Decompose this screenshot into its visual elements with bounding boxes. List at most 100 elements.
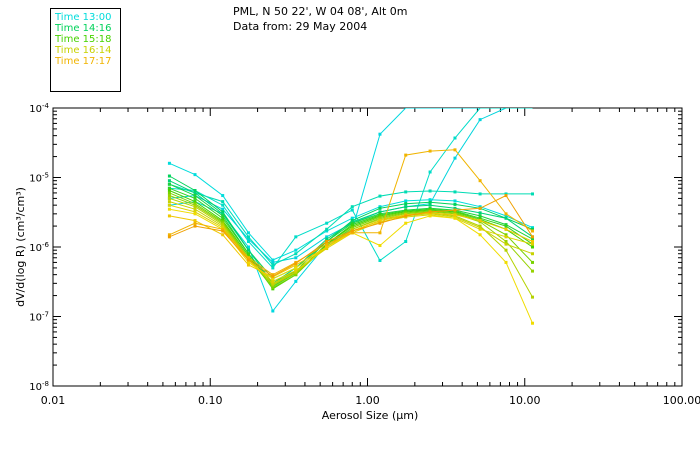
data-point <box>221 227 225 231</box>
y-tick-label: 10-8 <box>29 380 49 393</box>
data-point <box>246 248 250 252</box>
data-point <box>404 190 408 194</box>
data-point <box>221 229 225 233</box>
data-point <box>478 214 482 218</box>
data-point <box>350 216 354 220</box>
data-point <box>246 245 250 249</box>
data-point <box>478 211 482 215</box>
data-point <box>453 199 457 203</box>
data-point <box>530 295 534 299</box>
data-point <box>167 200 171 204</box>
data-point <box>325 221 329 225</box>
series-1730 <box>167 194 534 278</box>
data-point <box>246 237 250 241</box>
data-point <box>271 281 275 285</box>
data-point <box>504 216 508 220</box>
data-point <box>504 235 508 239</box>
data-point <box>221 200 225 204</box>
data-point <box>530 252 534 256</box>
data-point <box>221 212 225 216</box>
data-point <box>325 242 329 246</box>
data-point <box>271 273 275 277</box>
data-point <box>478 205 482 209</box>
data-point <box>428 198 432 202</box>
axis-ticks <box>52 108 682 387</box>
data-point <box>350 208 354 212</box>
data-point <box>378 205 382 209</box>
y-tick-label: 10-5 <box>29 172 49 185</box>
data-point <box>404 239 408 243</box>
data-point <box>350 229 354 233</box>
data-point <box>193 224 197 228</box>
legend: Time 13:00 Time 14:16 Time 15:18 Time 16… <box>50 8 121 92</box>
data-point <box>478 219 482 223</box>
data-point <box>378 210 382 214</box>
data-point <box>246 254 250 258</box>
data-point <box>478 206 482 210</box>
series-line <box>169 108 533 263</box>
data-point <box>167 191 171 195</box>
data-point <box>193 203 197 207</box>
data-point <box>193 196 197 200</box>
data-point <box>167 233 171 237</box>
data-point <box>167 194 171 198</box>
data-point <box>530 235 534 239</box>
data-point <box>378 258 382 262</box>
plot-frame <box>52 107 683 387</box>
tick-labels: 0.01 0.10 1.00 10.00 100.00 10-4 10-5 10-6 10-7 1… <box>29 102 700 407</box>
y-tick-label: 10-6 <box>29 241 49 254</box>
data-point <box>246 263 250 267</box>
data-point <box>350 224 354 228</box>
data-point <box>504 239 508 243</box>
data-point <box>246 231 250 235</box>
data-point <box>478 224 482 228</box>
data-point <box>193 212 197 216</box>
data-point <box>504 233 508 237</box>
data-point <box>325 229 329 233</box>
data-point <box>294 248 298 252</box>
data-point <box>167 214 171 218</box>
data-point <box>530 239 534 243</box>
data-point <box>294 261 298 265</box>
data-point <box>167 189 171 193</box>
data-point <box>404 202 408 206</box>
data-point <box>530 242 534 246</box>
data-point <box>193 191 197 195</box>
data-point <box>350 205 354 209</box>
data-point <box>378 219 382 223</box>
data-point <box>167 235 171 239</box>
data-point <box>504 214 508 218</box>
data-point <box>221 233 225 237</box>
data-point <box>478 179 482 183</box>
series-1345 <box>167 108 533 270</box>
data-point <box>504 260 508 264</box>
data-point <box>325 247 329 251</box>
data-point <box>428 210 432 214</box>
data-point <box>378 194 382 198</box>
data-point <box>193 207 197 211</box>
legend-item-5: Time 17:17 <box>55 56 112 67</box>
data-point <box>193 189 197 193</box>
data-point <box>325 227 329 231</box>
data-point <box>271 258 275 262</box>
series-line <box>169 108 533 269</box>
data-point <box>504 212 508 216</box>
data-point <box>271 274 275 278</box>
data-point <box>271 309 275 313</box>
data-point <box>246 256 250 260</box>
data-point <box>378 244 382 248</box>
data-point <box>350 226 354 230</box>
data-point <box>478 227 482 231</box>
data-point <box>453 213 457 217</box>
x-tick-label: 0.01 <box>41 394 66 407</box>
legend-item-2: Time 14:16 <box>55 23 112 34</box>
data-point <box>453 202 457 206</box>
data-point <box>378 206 382 210</box>
data-point <box>530 227 534 231</box>
x-tick-label: 10.00 <box>509 394 541 407</box>
data-point <box>325 237 329 241</box>
data-point <box>271 286 275 290</box>
data-point <box>504 248 508 252</box>
legend-item-3: Time 15:18 <box>55 34 112 45</box>
